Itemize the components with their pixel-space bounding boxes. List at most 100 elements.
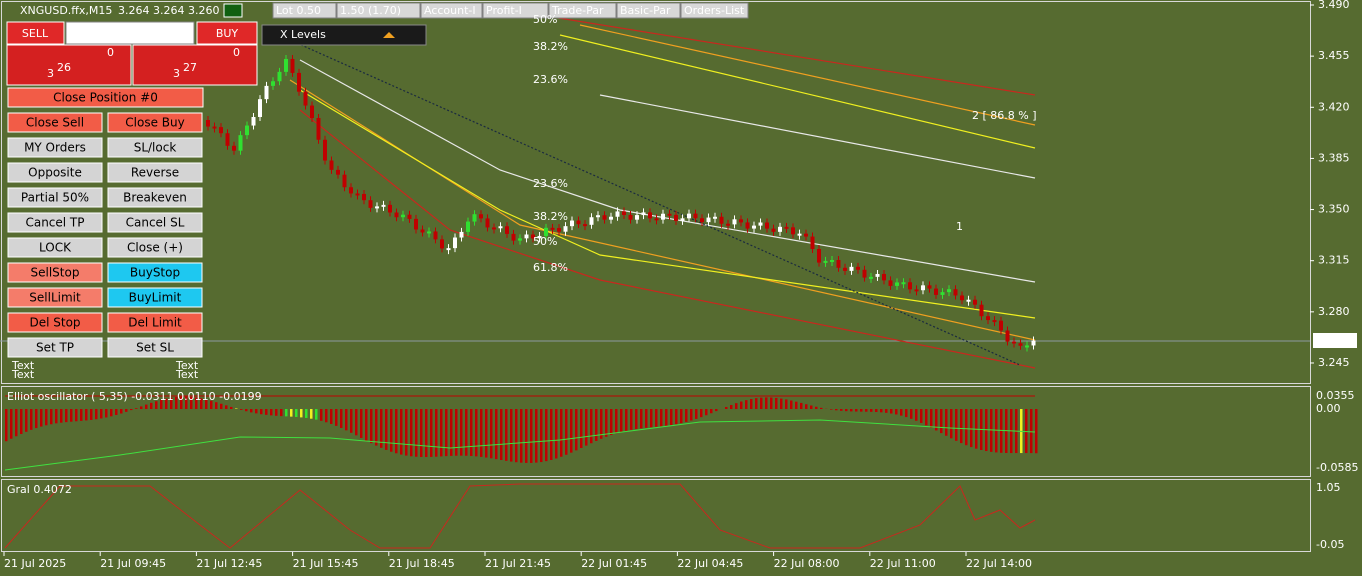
panel-button-label[interactable]: Close (+): [127, 241, 183, 255]
price-box[interactable]: [6, 44, 132, 86]
panel-button[interactable]: [7, 337, 103, 358]
price-sup: 0: [233, 46, 240, 59]
x-levels-box[interactable]: [261, 24, 427, 46]
panel-button[interactable]: [7, 212, 103, 233]
toolbar-tab[interactable]: [482, 2, 549, 19]
price-tick: 3.420: [1318, 100, 1350, 113]
price-tick: 3.385: [1318, 151, 1350, 164]
panel-button[interactable]: [7, 312, 103, 333]
buy-button[interactable]: [196, 21, 258, 45]
panel-button-label[interactable]: SellLimit: [29, 291, 81, 305]
panel-button-label[interactable]: LOCK: [39, 241, 72, 255]
panel-button[interactable]: [107, 337, 203, 358]
candle-body: [368, 200, 373, 208]
panel-button[interactable]: [7, 137, 103, 158]
panel-button[interactable]: [7, 112, 103, 133]
candle-body: [810, 236, 815, 250]
panel-button[interactable]: [107, 137, 203, 158]
sell-button[interactable]: [6, 21, 65, 45]
sell-label[interactable]: SELL: [22, 27, 49, 40]
panel-button-label[interactable]: Set TP: [36, 341, 74, 355]
annotation: 1: [956, 220, 963, 233]
candle-body: [271, 81, 275, 86]
osc-bar: [755, 398, 758, 409]
toolbar-tab-label[interactable]: Lot 0.50: [276, 4, 321, 17]
panel-button-label[interactable]: Breakeven: [123, 191, 187, 205]
panel-button-label[interactable]: Partial 50%: [21, 191, 89, 205]
panel-button[interactable]: [107, 312, 203, 333]
toolbar-tab-label[interactable]: Basic-Par: [620, 4, 671, 17]
panel-button-label[interactable]: Opposite: [28, 166, 82, 180]
toolbar-tab-label[interactable]: Account-I: [424, 4, 476, 17]
toolbar-tab-label[interactable]: Trade-Par: [551, 4, 604, 17]
candle-body: [394, 212, 399, 218]
panel-button[interactable]: [107, 212, 203, 233]
candle-body: [316, 118, 321, 140]
panel-button-label[interactable]: Del Limit: [128, 316, 182, 330]
panel-button-label[interactable]: BuyStop: [130, 266, 180, 280]
toolbar-tab-label[interactable]: 1.50 (1.70): [340, 4, 401, 17]
candle-body: [609, 216, 613, 220]
toolbar-tab[interactable]: [680, 2, 749, 19]
candle-body: [537, 235, 542, 239]
panel-button[interactable]: [7, 237, 103, 258]
panel-button[interactable]: [7, 187, 103, 208]
panel-button-label[interactable]: BuyLimit: [129, 291, 182, 305]
panel-button-label[interactable]: Close Sell: [26, 116, 84, 130]
osc-bar: [685, 409, 688, 422]
panel-button-label[interactable]: MY Orders: [24, 141, 86, 155]
time-label: 21 Jul 18:45: [389, 557, 455, 570]
toolbar-tab-label[interactable]: Profit-I: [486, 4, 522, 17]
toolbar-tab-label[interactable]: Orders-List: [684, 4, 745, 17]
candle-body: [888, 280, 893, 286]
panel-button[interactable]: [107, 262, 203, 283]
lot-box[interactable]: [65, 21, 195, 45]
panel-button-label[interactable]: Set SL: [136, 341, 174, 355]
candle-body: [843, 267, 847, 271]
candle-body: [602, 215, 607, 220]
panel-button-label[interactable]: SellStop: [31, 266, 80, 280]
fib-label: 23.6%: [533, 177, 568, 190]
panel-button[interactable]: [107, 287, 203, 308]
osc-bar: [255, 409, 258, 414]
gral-tick: 1.05: [1316, 481, 1341, 494]
osc-bar: [895, 409, 898, 415]
toolbar-tab[interactable]: [420, 2, 483, 19]
candle-body: [433, 231, 438, 240]
panel-button-label[interactable]: Cancel TP: [25, 216, 84, 230]
candle-body: [492, 227, 496, 230]
candle-body: [615, 211, 620, 217]
panel-button-label[interactable]: Close Buy: [125, 116, 184, 130]
panel-button-label[interactable]: Reverse: [131, 166, 179, 180]
osc-bar: [265, 409, 268, 415]
candle-body: [258, 99, 262, 117]
toolbar-tab[interactable]: [272, 2, 337, 19]
panel-button[interactable]: [107, 162, 203, 183]
toolbar-tab[interactable]: [616, 2, 681, 19]
panel-button[interactable]: [7, 287, 103, 308]
candle-body: [973, 299, 977, 305]
panel-button[interactable]: [7, 87, 204, 108]
osc-bar: [545, 409, 548, 462]
panel-button[interactable]: [107, 112, 203, 133]
osc-bar: [145, 404, 148, 409]
panel-button[interactable]: [107, 187, 203, 208]
panel-button-label[interactable]: Cancel SL: [126, 216, 185, 230]
panel-button[interactable]: [7, 162, 103, 183]
placeholder-text: Text: [11, 368, 35, 381]
panel-button-label[interactable]: Close Position #0: [53, 91, 158, 105]
toolbar-tab[interactable]: [548, 2, 617, 19]
price-box[interactable]: [132, 44, 258, 86]
time-label: 22 Jul 14:00: [966, 557, 1032, 570]
osc-bar: [180, 396, 183, 409]
buy-label[interactable]: BUY: [216, 27, 239, 40]
toolbar-tab[interactable]: [336, 2, 421, 19]
panel-button-label[interactable]: SL/lock: [134, 141, 177, 155]
x-levels[interactable]: X Levels: [280, 28, 326, 41]
panel-button-label[interactable]: Del Stop: [29, 316, 80, 330]
price-big: 26: [57, 61, 71, 74]
panel-button[interactable]: [107, 237, 203, 258]
panel-button[interactable]: [7, 262, 103, 283]
osc-bar: [210, 400, 213, 409]
